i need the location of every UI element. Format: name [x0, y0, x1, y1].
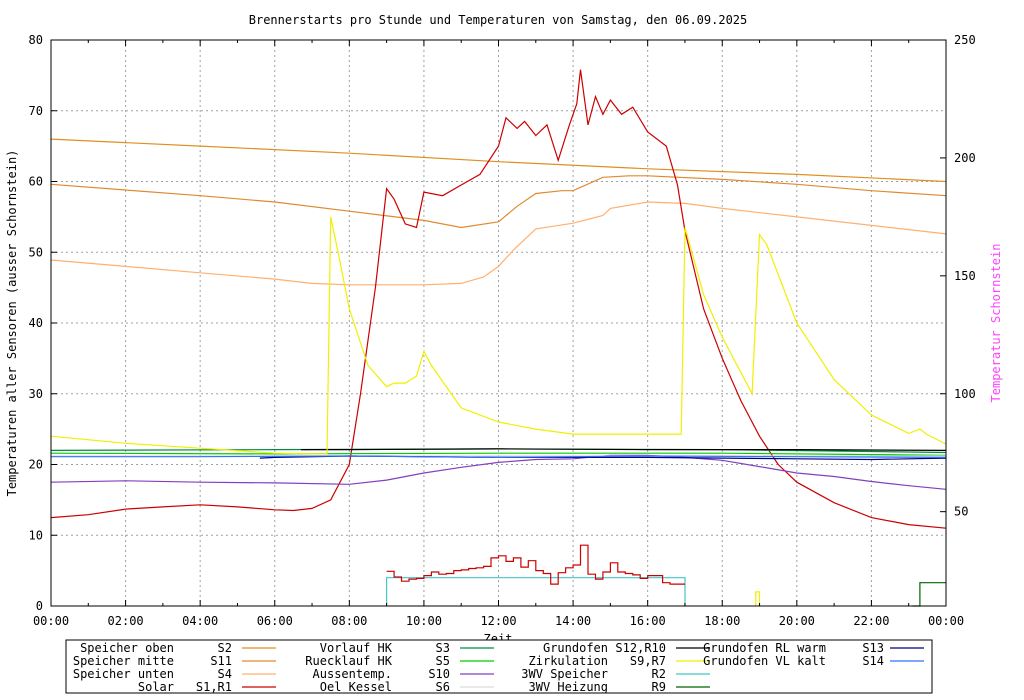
- series-ruecklauf-hk: [50, 452, 947, 456]
- legend-sensor: S9,R7: [630, 654, 666, 668]
- x-tick-label: 06:00: [257, 614, 293, 628]
- legend-label: Speicher unten: [73, 667, 174, 681]
- y-tick-label: 40: [29, 316, 43, 330]
- legend-item: Grundofen VL kalt S14: [703, 654, 924, 668]
- x-tick-label: 10:00: [406, 614, 442, 628]
- x-tick-label: 04:00: [182, 614, 218, 628]
- x-tick-label: 08:00: [331, 614, 367, 628]
- legend-label: Grundofen VL kalt: [703, 654, 826, 668]
- legend-sensor: S12,R10: [615, 641, 666, 655]
- y-tick-label: 80: [29, 33, 43, 47]
- legend-sensor: S6: [436, 680, 450, 694]
- legend-item: Oel Kessel S6: [320, 680, 494, 694]
- x-tick-label: 22:00: [853, 614, 889, 628]
- y2-tick-label: 150: [954, 269, 976, 283]
- legend-item: 3WV Heizung R9: [529, 680, 710, 694]
- legend-item: Solar S1,R1: [138, 680, 276, 694]
- y2-tick-label: 100: [954, 387, 976, 401]
- y2-tick-label: 200: [954, 151, 976, 165]
- series-aussentemp: [50, 454, 947, 490]
- legend-sensor: S5: [436, 654, 450, 668]
- axes: 00:00 02:00 04:00 06:00 08:00 10:00 12:00 14:00…: [29, 33, 976, 628]
- x-tick-label: 02:00: [108, 614, 144, 628]
- legend-item: Speicher unten S4: [73, 667, 276, 681]
- legend-label: Vorlauf HK: [320, 641, 393, 655]
- legend-sensor: S3: [436, 641, 450, 655]
- legend-label: Ruecklauf HK: [305, 654, 392, 668]
- series-grundofen: [300, 448, 947, 451]
- x-tick-label: 00:00: [33, 614, 69, 628]
- series-zirkulation-puls: [755, 591, 761, 606]
- legend-item: Ruecklauf HK S5: [305, 654, 494, 668]
- y-tick-label: 20: [29, 458, 43, 472]
- series-speicher-unten: [50, 201, 947, 286]
- legend-label: Speicher mitte: [73, 654, 174, 668]
- y-tick-label: 10: [29, 528, 43, 542]
- legend-sensor: S13: [862, 641, 884, 655]
- legend-sensor: R2: [652, 667, 666, 681]
- legend-sensor: S4: [218, 667, 232, 681]
- chart-title: Brennerstarts pro Stunde und Temperature…: [249, 13, 748, 27]
- legend-label: Grundofen RL warm: [703, 641, 826, 655]
- series-solar: [50, 69, 947, 529]
- legend-label: Zirkulation: [529, 654, 608, 668]
- legend-item: Grundofen RL warm S13: [703, 641, 924, 655]
- legend-label: 3WV Heizung: [529, 680, 608, 694]
- legend-label: Oel Kessel: [320, 680, 392, 694]
- series-zirkulation: [50, 216, 947, 455]
- y-tick-label: 50: [29, 245, 43, 259]
- y-tick-label: 70: [29, 104, 43, 118]
- y2-tick-label: 250: [954, 33, 976, 47]
- legend-label: Aussentemp.: [313, 667, 392, 681]
- legend-item: 3WV Speicher R2: [521, 667, 710, 681]
- legend-item: Vorlauf HK S3: [320, 641, 494, 655]
- x-tick-label: 00:00: [928, 614, 964, 628]
- legend-item: Aussentemp. S10: [313, 667, 494, 681]
- series-3wv-heizung: [912, 582, 946, 607]
- legend-label: 3WV Speicher: [521, 667, 608, 681]
- legend-sensor: S2: [218, 641, 232, 655]
- series-brennerstarts: [386, 544, 685, 585]
- y-axis-label: Temperaturen aller Sensoren (ausser Scho…: [5, 150, 19, 497]
- series-3wv-speicher: [386, 577, 686, 606]
- legend-sensor: S1,R1: [196, 680, 232, 694]
- legend-item: Speicher oben S2: [80, 641, 276, 655]
- x-tick-label: 18:00: [704, 614, 740, 628]
- series-speicher-oben: [50, 138, 947, 183]
- grid: [51, 40, 946, 606]
- legend-item: Zirkulation S9,R7: [529, 654, 710, 668]
- plot-lines: [50, 69, 947, 607]
- y-tick-label: 30: [29, 387, 43, 401]
- series-grundofen-vl-kalt: [51, 455, 947, 459]
- legend-item: Grundofen S12,R10: [543, 641, 710, 655]
- y2-tick-label: 50: [954, 505, 968, 519]
- legend-sensor: R9: [652, 680, 666, 694]
- y-tick-label: 60: [29, 175, 43, 189]
- legend-box: [65, 639, 933, 694]
- legend-label: Solar: [138, 680, 174, 694]
- legend-label: Grundofen: [543, 641, 608, 655]
- legend-label: Speicher oben: [80, 641, 174, 655]
- legend-item: Speicher mitte S11: [73, 654, 276, 668]
- x-tick-label: 14:00: [555, 614, 591, 628]
- legend-sensor: S14: [862, 654, 884, 668]
- legend-sensor: S10: [428, 667, 450, 681]
- y2-axis-label: Temperatur Schornstein: [989, 244, 1003, 403]
- legend-sensor: S11: [210, 654, 232, 668]
- x-tick-label: 20:00: [779, 614, 815, 628]
- y-tick-label: 0: [36, 599, 43, 613]
- series-speicher-mitte: [50, 175, 947, 229]
- x-tick-label: 12:00: [480, 614, 516, 628]
- x-tick-label: 16:00: [630, 614, 666, 628]
- series-grundofen-rl-warm: [259, 455, 947, 461]
